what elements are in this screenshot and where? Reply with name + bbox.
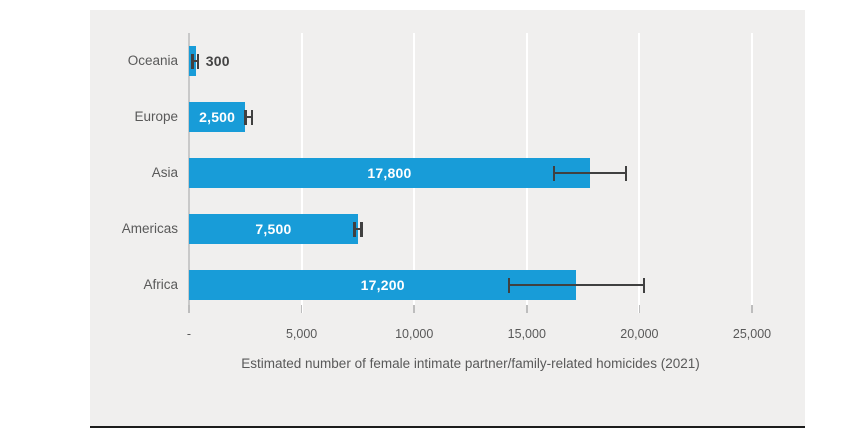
gridline xyxy=(751,33,753,313)
bar-value-label: 2,500 xyxy=(199,109,236,125)
error-bar-cap xyxy=(244,109,247,125)
x-tick-label: 10,000 xyxy=(395,327,434,341)
category-label: Americas xyxy=(121,221,178,236)
axis-tick xyxy=(413,305,415,313)
x-tick-label: - xyxy=(186,327,192,341)
x-axis-title-text: Estimated number of female intimate part… xyxy=(241,356,700,371)
bar-value-label: 300 xyxy=(205,53,230,69)
bar-value-label: 7,500 xyxy=(255,221,292,237)
axis-tick xyxy=(526,305,528,313)
x-tick-label: 15,000 xyxy=(507,327,546,341)
x-tick-label: 25,000 xyxy=(732,327,772,341)
error-bar xyxy=(245,116,253,118)
error-bar xyxy=(553,172,626,174)
gridline xyxy=(638,33,641,313)
error-bar-cap xyxy=(353,221,356,237)
bar xyxy=(189,158,590,188)
axis-tick xyxy=(188,305,190,313)
axis-tick xyxy=(300,305,303,313)
x-tick-label: 5,000 xyxy=(285,327,318,341)
plot-area: 300 2,500 17,800 7,500 17,200 xyxy=(188,33,753,313)
error-bar-cap xyxy=(360,221,363,237)
error-bar-cap xyxy=(552,165,556,181)
axis-tick xyxy=(751,305,753,313)
error-bar-cap xyxy=(624,165,628,181)
category-label: Africa xyxy=(143,277,178,292)
category-label: Asia xyxy=(151,165,178,180)
error-bar-cap xyxy=(642,277,646,293)
error-bar xyxy=(192,60,198,62)
category-label: Oceania xyxy=(127,53,178,68)
category-axis: Oceania Europe Asia Americas Africa xyxy=(90,33,178,313)
bar xyxy=(189,214,358,244)
bar-value-label: 17,200 xyxy=(360,277,405,293)
zero-axis-line xyxy=(188,33,190,313)
error-bar-cap xyxy=(196,53,200,69)
chart-panel: Oceania Europe Asia Americas Africa 300 2,500… xyxy=(90,10,805,428)
error-bar-cap xyxy=(507,277,511,293)
axis-tick xyxy=(638,305,641,313)
x-tick-label: 20,000 xyxy=(620,327,659,341)
error-bar-cap xyxy=(191,53,194,69)
error-bar-cap xyxy=(250,109,254,125)
error-bar xyxy=(508,284,644,286)
x-axis-title: Estimated number of female intimate part… xyxy=(189,352,752,376)
bar xyxy=(189,102,246,132)
bar-value-label: 17,800 xyxy=(367,165,412,181)
category-label: Europe xyxy=(134,109,178,124)
error-bar xyxy=(354,228,362,230)
